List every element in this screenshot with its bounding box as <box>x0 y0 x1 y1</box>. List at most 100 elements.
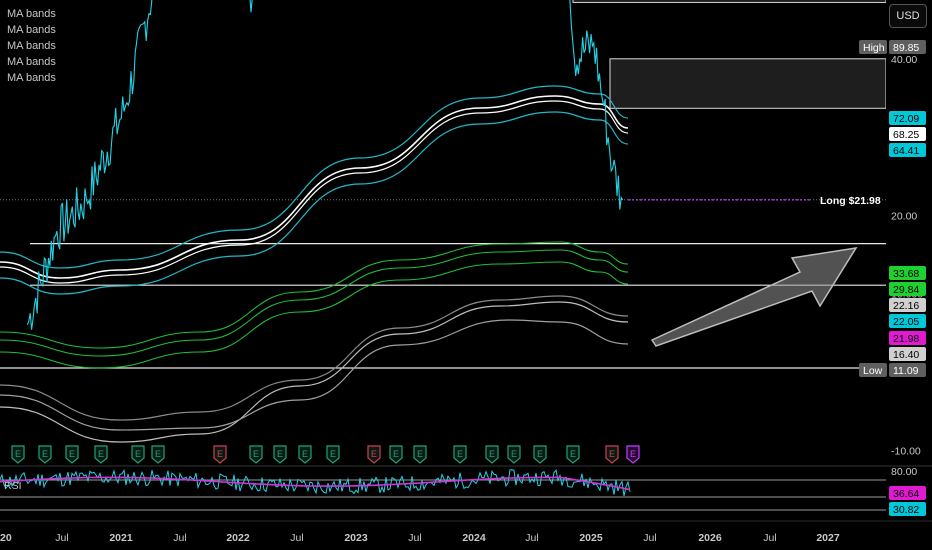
legend-item[interactable]: MA bands <box>7 72 56 84</box>
currency-button[interactable]: USD <box>889 4 927 28</box>
ma-band-upper <box>0 85 629 269</box>
earnings-marker-label: E <box>135 449 141 459</box>
earnings-marker[interactable] <box>626 445 640 464</box>
earnings-marker-label: E <box>393 449 399 459</box>
price-label-tag <box>859 363 887 377</box>
earnings-marker[interactable] <box>507 445 521 464</box>
earnings-marker[interactable] <box>11 445 25 464</box>
time-axis-label: Jul <box>408 532 421 544</box>
rsi-title: RSI <box>4 480 22 492</box>
time-axis-label: Jul <box>763 532 776 544</box>
price-label-value: 68.25 <box>893 129 919 141</box>
ma-band-lower <box>0 111 629 295</box>
earnings-marker[interactable] <box>65 445 79 464</box>
legend-item[interactable]: MA bands <box>7 40 56 52</box>
price-label-tag <box>889 331 926 345</box>
earnings-marker-label: E <box>15 449 21 459</box>
ma-band-center <box>0 95 629 279</box>
earnings-marker-label: E <box>570 449 576 459</box>
time-axis-label: 2024 <box>462 532 486 544</box>
earnings-marker-label: E <box>371 449 377 459</box>
time-axis-label: Jul <box>525 532 538 544</box>
rsi-tick-label: 80.00 <box>891 466 917 478</box>
earnings-marker-label: E <box>277 449 283 459</box>
price-label-tag <box>889 40 926 54</box>
earnings-marker-label: E <box>489 449 495 459</box>
time-axis-label: Jul <box>55 532 68 544</box>
time-axis-label: Jul <box>173 532 186 544</box>
earnings-marker[interactable] <box>533 445 547 464</box>
price-label-tag <box>889 298 926 312</box>
legend-item[interactable]: MA bands <box>7 24 56 36</box>
ma-gray-upper <box>0 295 629 421</box>
time-axis-label: 2022 <box>226 532 250 544</box>
earnings-marker[interactable] <box>326 445 340 464</box>
target-arrow <box>650 247 858 347</box>
price-label-value: 22.05 <box>893 316 919 328</box>
ma-band-center-2 <box>0 100 629 284</box>
earnings-marker-label: E <box>302 449 308 459</box>
earnings-marker[interactable] <box>213 445 227 464</box>
price-zone <box>572 0 887 3</box>
time-axis-label: 2026 <box>698 532 722 544</box>
earnings-marker-label: E <box>42 449 48 459</box>
price-label-value: 22.16 <box>893 300 919 312</box>
price-label-value: 21.98 <box>893 333 919 345</box>
price-label-value: 64.41 <box>893 145 919 157</box>
price-label-tag <box>889 347 926 361</box>
price-label-name: Low <box>863 365 883 377</box>
ma-gray-mid <box>0 301 629 443</box>
axis-tick-label: 40.00 <box>891 54 917 66</box>
earnings-marker-label: E <box>417 449 423 459</box>
earnings-marker[interactable] <box>605 445 619 464</box>
ma-green-upper <box>0 241 629 349</box>
earnings-marker[interactable] <box>413 445 427 464</box>
earnings-marker[interactable] <box>273 445 287 464</box>
earnings-marker-label: E <box>217 449 223 459</box>
earnings-marker-label: E <box>511 449 517 459</box>
price-label-tag <box>889 266 926 280</box>
rsi-value-tag <box>889 486 926 500</box>
price-label-tag <box>889 282 926 296</box>
earnings-marker[interactable] <box>485 445 499 464</box>
price-label-value: 89.85 <box>893 42 919 54</box>
rsi-value: 36.64 <box>893 488 919 500</box>
ma-green-lower <box>0 261 629 369</box>
price-label-value: 29.84 <box>893 284 919 296</box>
time-axis-label: Jul <box>290 532 303 544</box>
earnings-marker[interactable] <box>94 445 108 464</box>
ma-gray-lower <box>0 319 629 431</box>
earnings-marker-label: E <box>630 449 636 459</box>
rsi-ma-line <box>0 476 631 491</box>
price-label-value: 16.40 <box>893 349 919 361</box>
price-label-tag <box>889 127 926 141</box>
earnings-marker[interactable] <box>298 445 312 464</box>
time-axis-label: Jul <box>643 532 656 544</box>
earnings-marker-label: E <box>537 449 543 459</box>
earnings-marker-label: E <box>155 449 161 459</box>
earnings-marker-label: E <box>69 449 75 459</box>
earnings-marker[interactable] <box>367 445 381 464</box>
legend-item[interactable]: MA bands <box>7 8 56 20</box>
earnings-marker[interactable] <box>131 445 145 464</box>
earnings-marker-label: E <box>98 449 104 459</box>
axis-tick-label: -10.00 <box>891 445 921 457</box>
earnings-marker[interactable] <box>249 445 263 464</box>
rsi-value: 30.82 <box>893 504 919 516</box>
earnings-marker-label: E <box>253 449 259 459</box>
earnings-marker[interactable] <box>151 445 165 464</box>
earnings-marker[interactable] <box>453 445 467 464</box>
price-label-tag <box>889 143 926 157</box>
earnings-marker[interactable] <box>566 445 580 464</box>
price-label-tag <box>889 363 926 377</box>
earnings-marker[interactable] <box>38 445 52 464</box>
price-zone <box>609 58 887 109</box>
rsi-line <box>0 468 631 497</box>
price-series-line <box>26 0 624 330</box>
price-label-value: 11.09 <box>893 365 919 377</box>
price-label-tag <box>889 314 926 328</box>
earnings-marker[interactable] <box>389 445 403 464</box>
legend-item[interactable]: MA bands <box>7 56 56 68</box>
price-label-tag <box>889 111 926 125</box>
